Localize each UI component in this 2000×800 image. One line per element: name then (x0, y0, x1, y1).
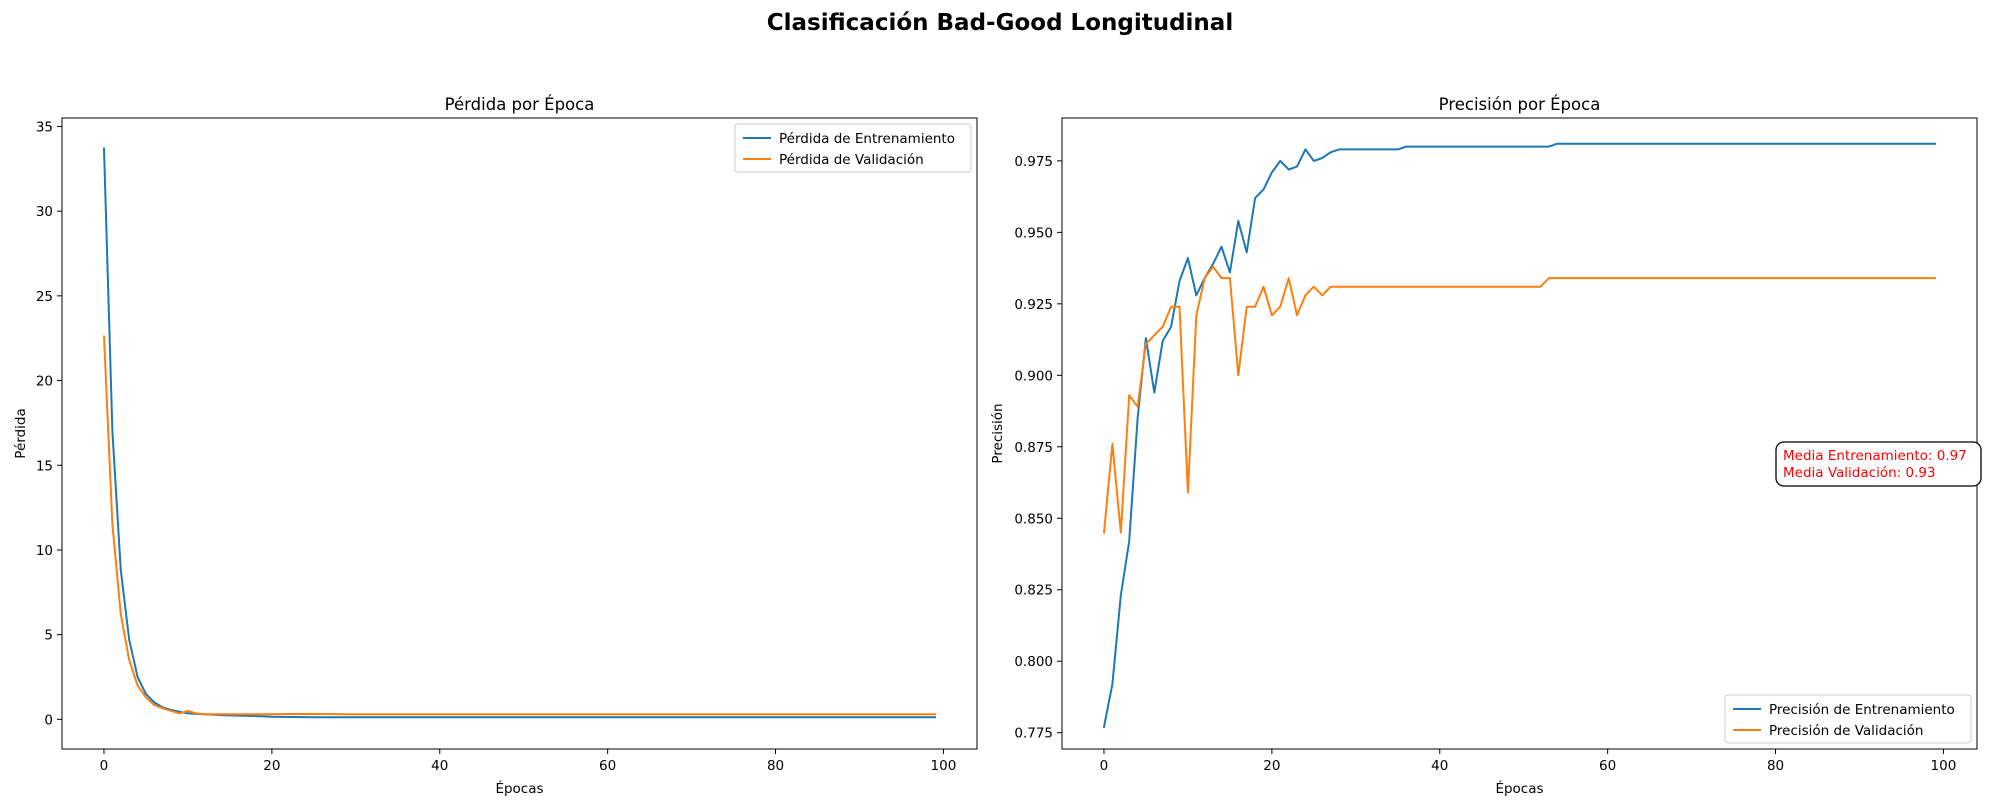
chart-panel-1: Pérdida por Época 0 20 40 60 80 100 0 5 10 15 20 25 3… (13, 95, 978, 797)
legend-box (734, 123, 972, 173)
series-line-val (102, 335, 936, 716)
plot-frame (61, 117, 978, 750)
y-tick-label: 10 (36, 543, 53, 559)
y-axis-label: Precisión (990, 403, 1006, 463)
figure-title: Clasificación Bad-Good Longitudinal (766, 10, 1234, 36)
y-tick-label: 0.825 (1014, 583, 1053, 599)
y-tick-label: 35 (36, 119, 53, 135)
plot-frame (1061, 117, 1978, 750)
series-line-train (1102, 142, 1936, 729)
x-tick-label: 40 (1431, 758, 1448, 774)
legend-label: Pérdida de Validación (779, 152, 924, 168)
x-tick-label: 100 (1931, 758, 1957, 774)
x-tick-label: 40 (431, 758, 448, 774)
x-axis-label: Épocas (495, 780, 543, 797)
x-tick-label: 60 (1599, 758, 1616, 774)
y-tick-label: 0.800 (1014, 654, 1053, 670)
series-line-train (102, 147, 936, 719)
annotation-box (1775, 441, 1982, 487)
x-tick-label: 20 (263, 758, 280, 774)
y-tick-label: 20 (36, 374, 53, 390)
y-tick-label: 0.900 (1014, 368, 1053, 384)
x-tick-label: 20 (1263, 758, 1280, 774)
legend-label: Precisión de Validación (1769, 723, 1924, 739)
y-tick-label: 30 (36, 204, 53, 220)
x-tick-label: 60 (599, 758, 616, 774)
x-tick-label: 80 (767, 758, 784, 774)
chart-panel-2: Precisión por Época 0 20 40 60 80 100 0.775 0.80… (990, 95, 1982, 797)
series-line-val (1102, 265, 1936, 534)
legend-label: Pérdida de Entrenamiento (779, 131, 955, 147)
chart-title: Precisión por Época (1439, 95, 1601, 114)
legend: Pérdida de Entrenamiento Pérdida de Valid… (734, 123, 972, 173)
y-tick-label: 15 (36, 458, 53, 474)
x-tick-label: 0 (1100, 758, 1109, 774)
x-tick-label: 0 (100, 758, 109, 774)
y-tick-label: 0 (44, 712, 53, 728)
y-tick-label: 0.775 (1014, 726, 1053, 742)
y-tick-label: 0.850 (1014, 511, 1053, 527)
legend-box (1724, 694, 1972, 744)
y-tick-label: 25 (36, 289, 53, 305)
y-tick-label: 0.875 (1014, 440, 1053, 456)
legend-label: Precisión de Entrenamiento (1769, 702, 1955, 718)
chart-title: Pérdida por Época (445, 95, 595, 114)
x-tick-label: 80 (1767, 758, 1784, 774)
y-tick-label: 5 (44, 628, 53, 644)
y-tick-label: 0.925 (1014, 297, 1053, 313)
legend: Precisión de Entrenamiento Precisión de V… (1724, 694, 1972, 744)
annotation-text: Media Validación: 0.93 (1783, 465, 1936, 481)
y-tick-label: 0.975 (1014, 154, 1053, 170)
y-axis-label: Pérdida (13, 408, 29, 458)
annotation-text: Media Entrenamiento: 0.97 (1783, 448, 1967, 464)
x-tick-label: 100 (931, 758, 957, 774)
x-axis-label: Épocas (1495, 780, 1543, 797)
y-tick-label: 0.950 (1014, 225, 1053, 241)
